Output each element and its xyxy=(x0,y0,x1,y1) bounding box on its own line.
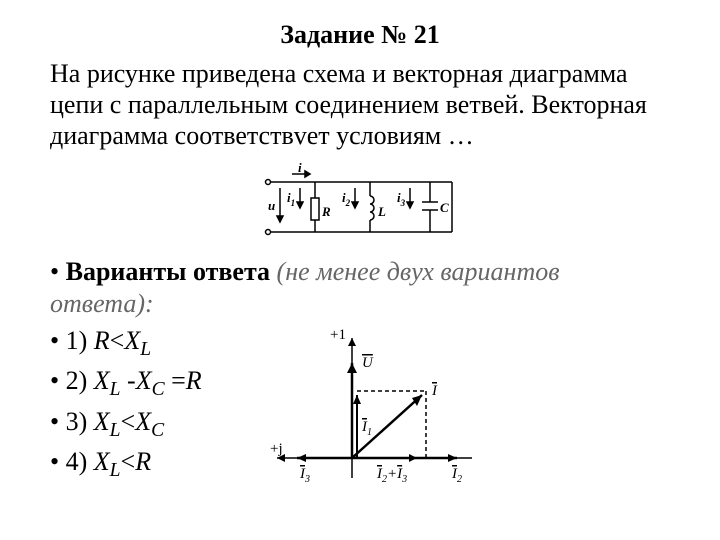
svg-text:I1: I1 xyxy=(361,419,372,438)
problem-text: На рисунке приведена схема и векторная д… xyxy=(50,58,670,152)
svg-text:C: C xyxy=(440,200,449,215)
options-note: ответа): xyxy=(50,289,670,319)
svg-text:u: u xyxy=(268,198,275,213)
phasor-diagram: +1 +j U I I1 I2 I3 I2+I3 xyxy=(262,323,482,503)
svg-text:L: L xyxy=(377,204,386,219)
svg-text:I: I xyxy=(431,383,438,399)
options-header: • Варианты ответа (не менее двух вариант… xyxy=(50,257,670,287)
option-4: • 4) XL<R xyxy=(50,444,202,484)
svg-text:i2: i2 xyxy=(342,190,351,208)
options-header-bold: Варианты ответа xyxy=(66,257,270,286)
svg-text:+j: +j xyxy=(270,441,283,457)
svg-text:i1: i1 xyxy=(287,190,295,208)
svg-text:i3: i3 xyxy=(397,190,406,208)
svg-text:R: R xyxy=(321,204,331,219)
options-list: • 1) R<XL • 2) XL -XC =R • 3) XL<XC • 4)… xyxy=(50,323,202,485)
svg-text:+1: +1 xyxy=(330,327,346,343)
option-3: • 3) XL<XC xyxy=(50,404,202,444)
svg-text:I2+I3: I2+I3 xyxy=(376,466,407,485)
svg-text:U: U xyxy=(362,355,374,371)
svg-text:I3: I3 xyxy=(299,466,310,485)
svg-text:I2: I2 xyxy=(451,466,462,485)
option-2: • 2) XL -XC =R xyxy=(50,363,202,403)
svg-text:i: i xyxy=(298,160,302,175)
page-title: Задание № 21 xyxy=(50,20,670,50)
option-1: • 1) R<XL xyxy=(50,323,202,363)
circuit-diagram: i u i1 i2 i3 R L C xyxy=(260,160,460,245)
options-header-italic: (не менее двух вариантов xyxy=(270,257,559,286)
